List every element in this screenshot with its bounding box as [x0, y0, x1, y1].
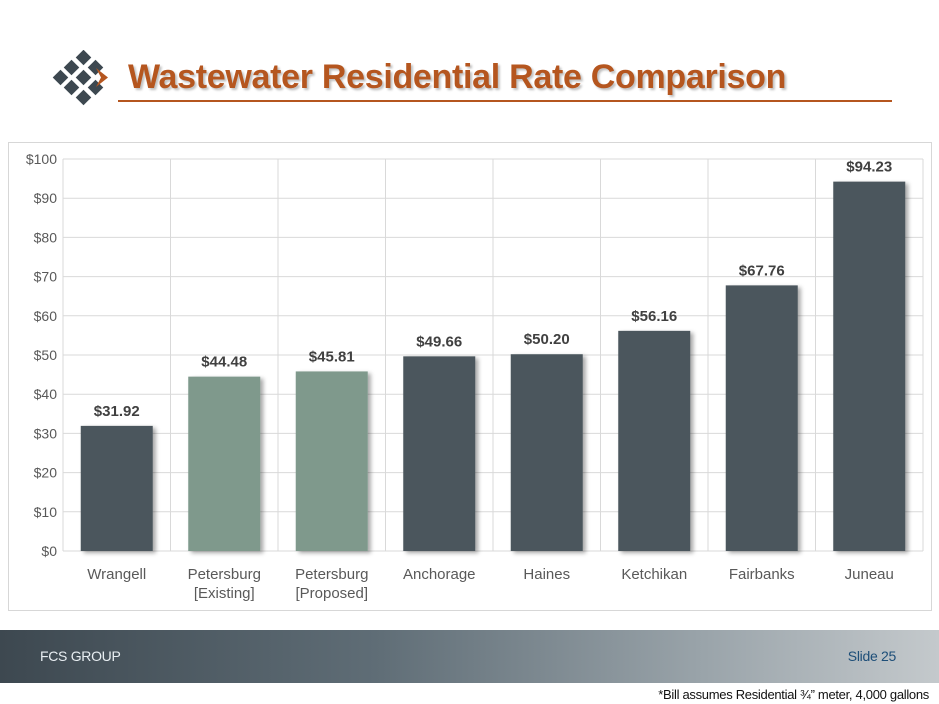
x-tick-label: Petersburg — [188, 566, 261, 583]
title-underline — [118, 100, 892, 102]
slide-title: Wastewater Residential Rate Comparison — [128, 58, 787, 96]
y-tick-label: $10 — [34, 504, 58, 520]
bar — [188, 376, 261, 551]
y-tick-label: $90 — [34, 190, 58, 206]
x-tick-label: Haines — [523, 566, 570, 583]
y-tick-label: $70 — [34, 269, 58, 285]
bar — [725, 285, 798, 551]
company-logo-icon — [52, 50, 108, 106]
y-tick-label: $50 — [34, 347, 58, 363]
x-tick-label: Anchorage — [403, 566, 476, 583]
data-label: $49.66 — [416, 333, 462, 350]
x-tick-label: [Existing] — [194, 585, 255, 602]
bar — [618, 330, 691, 551]
x-tick-label: Ketchikan — [621, 566, 687, 583]
footer-slide-number: Slide 25 — [847, 648, 897, 664]
data-label: $45.81 — [309, 348, 355, 365]
data-label: $31.92 — [94, 403, 140, 420]
bar — [295, 371, 368, 551]
y-tick-label: $80 — [34, 229, 58, 245]
x-tick-label: Juneau — [845, 566, 894, 583]
y-tick-label: $20 — [34, 465, 58, 481]
data-label: $67.76 — [739, 262, 785, 279]
x-tick-label: [Proposed] — [295, 585, 368, 602]
data-label: $50.20 — [524, 331, 570, 348]
data-label: $94.23 — [846, 159, 892, 176]
data-label: $56.16 — [631, 308, 677, 325]
footer-bar: FCS GROUP Slide 25 — [0, 630, 939, 683]
bar — [403, 356, 476, 551]
bar — [80, 425, 153, 551]
logo-diamonds — [52, 50, 108, 106]
y-tick-label: $60 — [34, 308, 58, 324]
data-label: $44.48 — [201, 354, 247, 371]
footer-company-name: FCS GROUP — [40, 648, 121, 664]
x-tick-label: Petersburg — [295, 566, 368, 583]
bar — [833, 181, 906, 551]
footnote: *Bill assumes Residential ¾” meter, 4,00… — [658, 687, 929, 702]
y-tick-label: $100 — [26, 151, 57, 167]
bar-chart: $0 $10 $20 $30 $40 $50 $60 $70 $80 $90 $100 $31.92 W… — [26, 151, 924, 602]
chart-frame: $0 $10 $20 $30 $40 $50 $60 $70 $80 $90 $100 $31.92 W… — [8, 142, 932, 611]
x-tick-label: Wrangell — [87, 566, 146, 583]
y-tick-label: $40 — [34, 386, 58, 402]
y-tick-label: $0 — [41, 543, 57, 559]
bar — [510, 354, 583, 551]
y-tick-label: $30 — [34, 425, 58, 441]
x-tick-label: Fairbanks — [729, 566, 795, 583]
